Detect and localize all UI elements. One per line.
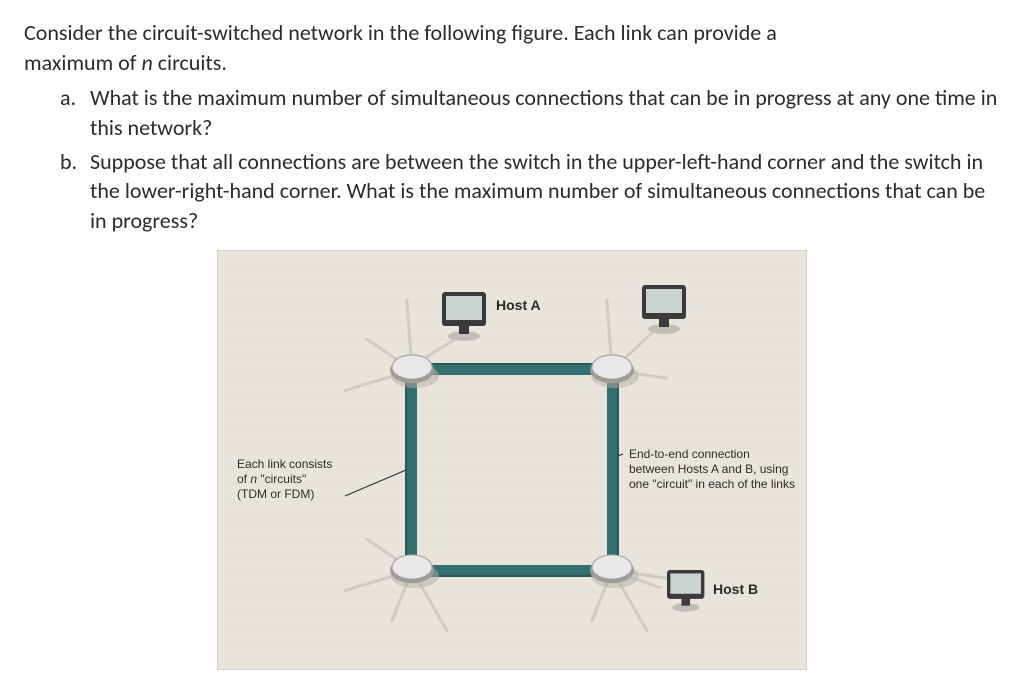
text-a: What is the maximum number of simultaneo… — [90, 83, 1000, 142]
marker-b: b. — [60, 147, 90, 236]
question-list: a. What is the maximum number of simulta… — [60, 83, 1000, 235]
question-a: a. What is the maximum number of simulta… — [60, 83, 1000, 142]
svg-text:one "circuit" in each of the l: one "circuit" in each of the links — [629, 477, 795, 491]
marker-a: a. — [60, 83, 90, 142]
question-b: b. Suppose that all connections are betw… — [60, 147, 1000, 236]
svg-text:between Hosts A and B, using: between Hosts A and B, using — [629, 462, 788, 476]
text-b: Suppose that all connections are between… — [90, 147, 1000, 236]
intro-line2-post: circuits. — [153, 49, 227, 76]
intro-line1: Consider the circuit-switched network in… — [24, 19, 777, 46]
svg-text:of n "circuits": of n "circuits" — [237, 472, 306, 486]
svg-text:Host B: Host B — [713, 581, 758, 597]
intro-block: Consider the circuit-switched network in… — [24, 18, 1000, 77]
svg-text:End-to-end connection: End-to-end connection — [629, 447, 750, 461]
intro-n: n — [141, 49, 152, 76]
svg-text:Host A: Host A — [496, 297, 541, 313]
intro-line2-pre: maximum of — [24, 49, 141, 76]
svg-text:Each link consists: Each link consists — [237, 457, 332, 471]
figure-svg: Host A Host B Each link consistsof n "circ… — [217, 250, 807, 670]
svg-text:(TDM or FDM): (TDM or FDM) — [237, 487, 314, 501]
figure: Host A Host B Each link consistsof n "circ… — [217, 250, 807, 670]
